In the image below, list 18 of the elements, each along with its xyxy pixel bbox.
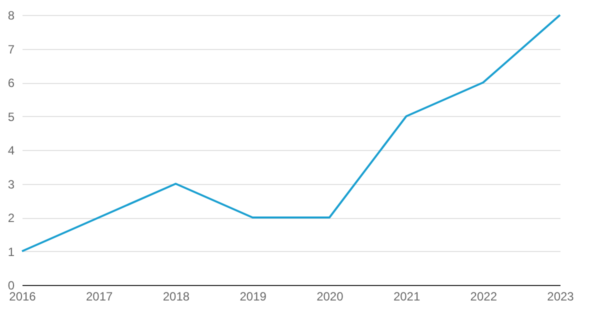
y-tick-label: 2 xyxy=(8,211,15,225)
y-tick-label: 6 xyxy=(8,76,15,90)
x-tick-label: 2017 xyxy=(86,290,114,304)
y-tick-label: 4 xyxy=(8,144,15,158)
x-tick-label: 2021 xyxy=(393,290,420,304)
y-tick-label: 7 xyxy=(8,42,15,56)
x-tick-label: 2018 xyxy=(162,290,190,304)
y-tick-label: 1 xyxy=(8,244,15,259)
x-tick-label: 2022 xyxy=(470,290,498,304)
y-tick-label: 0 xyxy=(8,278,15,292)
line-series xyxy=(21,14,561,252)
x-tick-label: 2019 xyxy=(240,290,267,304)
y-tick-label: 5 xyxy=(8,110,15,124)
y-tick-label: 8 xyxy=(8,8,15,22)
x-tick-label: 2016 xyxy=(9,290,36,304)
y-tick-label: 3 xyxy=(8,177,15,192)
x-tick-label: 2020 xyxy=(316,290,344,304)
x-tick-label: 2023 xyxy=(547,290,574,304)
